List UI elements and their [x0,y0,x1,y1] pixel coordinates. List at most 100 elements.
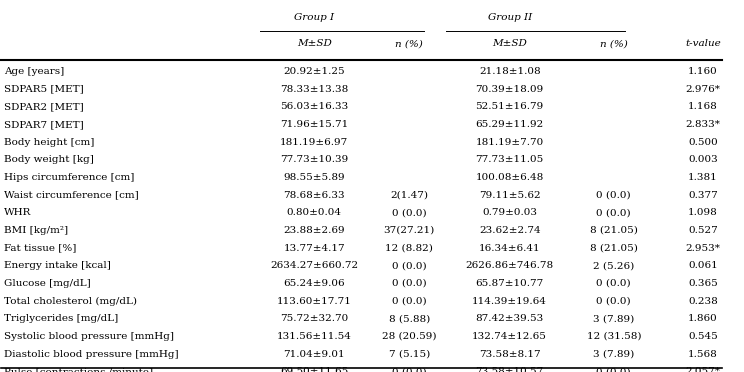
Text: 69.50±11.65: 69.50±11.65 [280,368,348,372]
Text: 65.87±10.77: 65.87±10.77 [475,279,544,288]
Text: 3 (7.89): 3 (7.89) [593,350,635,359]
Text: 7 (5.15): 7 (5.15) [388,350,430,359]
Text: M±SD: M±SD [493,39,527,48]
Text: 52.51±16.79: 52.51±16.79 [475,102,544,111]
Text: 1.160: 1.160 [688,67,718,76]
Text: Age [years]: Age [years] [4,67,64,76]
Text: 0 (0.0): 0 (0.0) [597,191,631,200]
Text: 71.04±9.01: 71.04±9.01 [283,350,345,359]
Text: 65.29±11.92: 65.29±11.92 [475,120,544,129]
Text: 8 (21.05): 8 (21.05) [590,226,638,235]
Text: Pulse [contractions /minute]: Pulse [contractions /minute] [4,368,153,372]
Text: Glucose [mg/dL]: Glucose [mg/dL] [4,279,91,288]
Text: 2626.86±746.78: 2626.86±746.78 [466,261,554,270]
Text: 98.55±5.89: 98.55±5.89 [283,173,345,182]
Text: 0 (0.0): 0 (0.0) [392,279,426,288]
Text: 12 (31.58): 12 (31.58) [586,332,641,341]
Text: 131.56±11.54: 131.56±11.54 [277,332,352,341]
Text: 0.061: 0.061 [688,261,718,270]
Text: 113.60±17.71: 113.60±17.71 [277,297,352,306]
Text: 0 (0.0): 0 (0.0) [392,368,426,372]
Text: 37(27.21): 37(27.21) [384,226,434,235]
Text: Body weight [kg]: Body weight [kg] [4,155,94,164]
Text: 12 (8.82): 12 (8.82) [385,244,433,253]
Text: 1.381: 1.381 [688,173,718,182]
Text: 71.96±15.71: 71.96±15.71 [280,120,348,129]
Text: M±SD: M±SD [297,39,332,48]
Text: n (%): n (%) [600,39,628,48]
Text: 2.833*: 2.833* [686,120,720,129]
Text: 87.42±39.53: 87.42±39.53 [475,314,544,323]
Text: 75.72±32.70: 75.72±32.70 [280,314,348,323]
Text: 2 (5.26): 2 (5.26) [593,261,635,270]
Text: Group I: Group I [294,13,334,22]
Text: Systolic blood pressure [mmHg]: Systolic blood pressure [mmHg] [4,332,173,341]
Text: 100.08±6.48: 100.08±6.48 [475,173,544,182]
Text: SDPAR7 [MET]: SDPAR7 [MET] [4,120,83,129]
Text: 0.79±0.03: 0.79±0.03 [482,208,537,217]
Text: 181.19±6.97: 181.19±6.97 [280,138,348,147]
Text: 78.68±6.33: 78.68±6.33 [283,191,345,200]
Text: Body height [cm]: Body height [cm] [4,138,94,147]
Text: Group II: Group II [487,13,532,22]
Text: 16.34±6.41: 16.34±6.41 [479,244,540,253]
Text: 13.77±4.17: 13.77±4.17 [283,244,345,253]
Text: 1.860: 1.860 [688,314,718,323]
Text: Triglycerides [mg/dL]: Triglycerides [mg/dL] [4,314,118,323]
Text: 73.58±10.57: 73.58±10.57 [475,368,544,372]
Text: 78.33±13.38: 78.33±13.38 [280,84,348,94]
Text: 0.377: 0.377 [688,191,718,200]
Text: 77.73±11.05: 77.73±11.05 [475,155,544,164]
Text: 1.168: 1.168 [688,102,718,111]
Text: 8 (21.05): 8 (21.05) [590,244,638,253]
Text: Waist circumference [cm]: Waist circumference [cm] [4,191,138,200]
Text: 0.545: 0.545 [688,332,718,341]
Text: Hips circumference [cm]: Hips circumference [cm] [4,173,134,182]
Text: 20.92±1.25: 20.92±1.25 [283,67,345,76]
Text: 2634.27±660.72: 2634.27±660.72 [270,261,359,270]
Text: 1.568: 1.568 [688,350,718,359]
Text: 23.88±2.69: 23.88±2.69 [283,226,345,235]
Text: 132.74±12.65: 132.74±12.65 [472,332,547,341]
Text: 3 (7.89): 3 (7.89) [593,314,635,323]
Text: 2.057*: 2.057* [686,368,720,372]
Text: Energy intake [kcal]: Energy intake [kcal] [4,261,111,270]
Text: 0.003: 0.003 [688,155,718,164]
Text: 70.39±18.09: 70.39±18.09 [475,84,544,94]
Text: 0 (0.0): 0 (0.0) [597,368,631,372]
Text: 0.238: 0.238 [688,297,718,306]
Text: 0 (0.0): 0 (0.0) [597,208,631,217]
Text: 0.500: 0.500 [688,138,718,147]
Text: 2.976*: 2.976* [686,84,720,94]
Text: SDPAR5 [MET]: SDPAR5 [MET] [4,84,83,94]
Text: 79.11±5.62: 79.11±5.62 [479,191,540,200]
Text: 21.18±1.08: 21.18±1.08 [479,67,540,76]
Text: 0.365: 0.365 [688,279,718,288]
Text: 2(1.47): 2(1.47) [390,191,429,200]
Text: Total cholesterol (mg/dL): Total cholesterol (mg/dL) [4,297,137,306]
Text: 1.098: 1.098 [688,208,718,217]
Text: WHR: WHR [4,208,31,217]
Text: 8 (5.88): 8 (5.88) [388,314,430,323]
Text: Diastolic blood pressure [mmHg]: Diastolic blood pressure [mmHg] [4,350,179,359]
Text: 56.03±16.33: 56.03±16.33 [280,102,348,111]
Text: 0 (0.0): 0 (0.0) [597,297,631,306]
Text: n (%): n (%) [395,39,423,48]
Text: 0 (0.0): 0 (0.0) [392,261,426,270]
Text: 181.19±7.70: 181.19±7.70 [475,138,544,147]
Text: 0 (0.0): 0 (0.0) [392,297,426,306]
Text: 28 (20.59): 28 (20.59) [382,332,437,341]
Text: SDPAR2 [MET]: SDPAR2 [MET] [4,102,83,111]
Text: 73.58±8.17: 73.58±8.17 [479,350,540,359]
Text: 65.24±9.06: 65.24±9.06 [283,279,345,288]
Text: 2.953*: 2.953* [686,244,720,253]
Text: 77.73±10.39: 77.73±10.39 [280,155,348,164]
Text: Fat tissue [%]: Fat tissue [%] [4,244,76,253]
Text: 0.80±0.04: 0.80±0.04 [287,208,341,217]
Text: t-value: t-value [685,39,721,48]
Text: BMI [kg/m²]: BMI [kg/m²] [4,226,68,235]
Text: 0 (0.0): 0 (0.0) [392,208,426,217]
Text: 0 (0.0): 0 (0.0) [597,279,631,288]
Text: 23.62±2.74: 23.62±2.74 [479,226,540,235]
Text: 0.527: 0.527 [688,226,718,235]
